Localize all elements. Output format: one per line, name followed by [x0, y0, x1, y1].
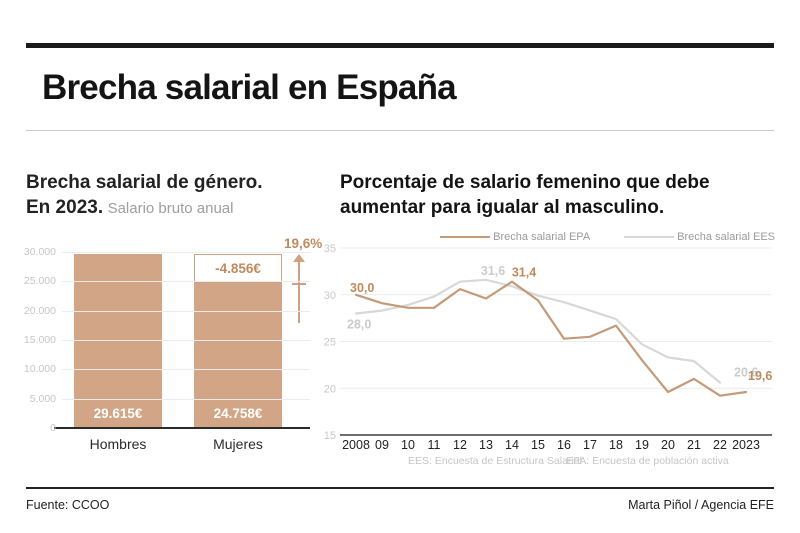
bar-hombres-value: 29.615€	[93, 406, 143, 421]
line-xtick-label: 12	[453, 438, 467, 452]
bar-mujeres: 24.758€	[194, 282, 282, 428]
line-xtick-label: 09	[375, 438, 389, 452]
data-point-label: 31,6	[481, 264, 505, 278]
line-chart-legend: Brecha salarial EPA Brecha salarial EES	[340, 231, 775, 243]
bar-gridline	[62, 369, 310, 371]
line-xtick-label: 14	[505, 438, 519, 452]
bar-gridline	[62, 281, 310, 283]
line-xtick-label: 21	[687, 438, 701, 452]
legend-label-ees: Brecha salarial EES	[677, 231, 775, 243]
header-divider	[26, 130, 774, 131]
page-title: Brecha salarial en España	[42, 68, 457, 107]
data-point-label: 31,4	[512, 266, 536, 280]
footnote-epa: EPA: Encuesta de población activa	[566, 455, 729, 467]
line-xtick-label: 10	[401, 438, 415, 452]
line-ytick-label: 30	[324, 290, 336, 302]
bar-mujeres-stack: -4.856€ 24.758€	[194, 252, 282, 428]
line-xtick-label: 20	[661, 438, 675, 452]
legend-item-ees: Brecha salarial EES	[624, 231, 775, 243]
line-xtick-label: 16	[557, 438, 571, 452]
line-chart-title: Porcentaje de salario femenino que debe …	[340, 172, 710, 218]
line-xtick-label: 17	[583, 438, 597, 452]
data-point-label: 19,6	[748, 369, 772, 383]
bar-chart-plot: 29.615€ -4.856€ 24.758€ 19,6% 30.000 25.0…	[24, 236, 322, 434]
salary-difference-box: -4.856€	[194, 254, 282, 283]
legend-label-epa: Brecha salarial EPA	[493, 231, 591, 243]
line-xtick-label: 11	[428, 438, 441, 452]
footer-credit: Marta Piñol / Agencia EFE	[628, 498, 774, 512]
bar-gridline	[62, 252, 310, 253]
top-rule	[26, 43, 774, 48]
bar-chart-header: Brecha salarial de género. En 2023. Sala…	[26, 170, 326, 221]
bar-ytick-label: 15.000	[23, 334, 56, 346]
line-ytick-label: 20	[324, 383, 336, 395]
epa-line-swatch	[440, 236, 491, 238]
bar-chart-title-line2: En 2023. Salario bruto anual	[26, 195, 326, 221]
line-ytick-label: 25	[324, 337, 336, 349]
bar-chart: 29.615€ -4.856€ 24.758€ 19,6% 30.000 25.0…	[18, 236, 328, 453]
arrow-tick	[292, 283, 306, 285]
bar-ytick-label: 5.000	[29, 392, 56, 405]
salary-difference-label: -4.856€	[215, 261, 261, 277]
footer-source: Fuente: CCOO	[26, 498, 110, 512]
line-xtick-label: 13	[479, 438, 493, 452]
bar-chart-title-year: En 2023.	[26, 197, 104, 218]
ees-line-swatch	[624, 236, 675, 238]
bar-ytick-label: 10.000	[23, 363, 56, 376]
line-xtick-label: 18	[609, 438, 623, 452]
line-xtick-label: 2008	[342, 438, 370, 452]
line-xtick-label: 2023	[732, 438, 760, 452]
bar-gridline	[62, 398, 310, 400]
line-xtick-label: 19	[635, 438, 649, 452]
data-point-label: 20,6	[734, 366, 758, 380]
bar-chart-categories: Hombres Mujeres	[62, 436, 310, 452]
line-xtick-label: 15	[531, 438, 545, 452]
bar-chart-x-axis	[54, 427, 310, 429]
data-point-label: 28,0	[347, 318, 371, 332]
arrow-up-icon	[293, 254, 305, 262]
bar-ytick-label: 30.000	[23, 246, 56, 258]
bar-chart-title-line1: Brecha salarial de género.	[26, 172, 263, 193]
data-point-label: 30,0	[350, 281, 374, 295]
legend-item-epa: Brecha salarial EPA	[440, 231, 590, 243]
bar-gridline	[62, 310, 310, 312]
footnote-ees: EES: Encuesta de Estructura Salarial	[408, 455, 582, 467]
line-ytick-label: 35	[324, 243, 336, 255]
bar-chart-subtitle: Salario bruto anual	[107, 200, 234, 217]
category-mujeres: Mujeres	[213, 436, 263, 452]
line-chart-svg: 35 30 25 20 15 2008 09 10 11 12 13 14 15 16 17 18 19 20 21…	[324, 243, 773, 452]
series-line-epa	[354, 280, 748, 397]
line-chart-footnotes: EES: Encuesta de Estructura Salarial EPA…	[0, 455, 800, 469]
category-hombres: Hombres	[89, 436, 147, 452]
bar-mujeres-value: 24.758€	[213, 406, 263, 421]
arrow-line	[298, 261, 300, 323]
bar-ytick-label: 20.000	[23, 304, 56, 317]
gap-percentage-label: 19,6%	[284, 236, 323, 251]
bar-ytick-label: 0	[50, 422, 56, 434]
footer-divider	[26, 487, 774, 489]
line-ytick-label: 15	[324, 430, 336, 442]
bar-gridline	[62, 340, 310, 341]
series-line-ees	[354, 278, 722, 384]
line-xtick-label: 22	[713, 438, 727, 452]
bar-hombres: 29.615€	[74, 254, 162, 428]
bar-ytick-label: 25.000	[23, 275, 56, 288]
